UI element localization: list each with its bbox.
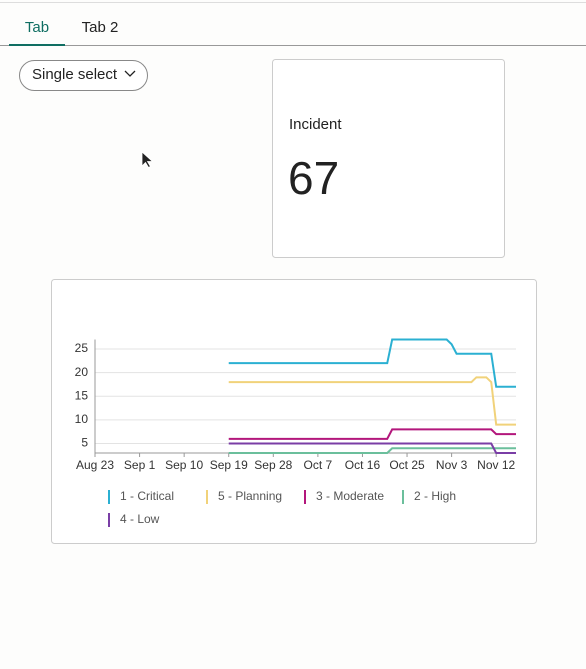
- x-tick-label: Oct 7: [304, 458, 333, 472]
- series-line: [228, 447, 516, 454]
- x-tick-label: Sep 28: [254, 458, 292, 472]
- chart-card: [51, 279, 537, 544]
- x-tick-label: Nov 12: [477, 458, 515, 472]
- select-box[interactable]: [19, 60, 148, 91]
- select-label[interactable]: Single select: [32, 66, 118, 83]
- kpi-value: 67: [288, 152, 339, 204]
- series-line: [228, 338, 516, 388]
- kpi-title: Incident: [289, 116, 342, 133]
- y-tick-label: 25: [75, 341, 89, 355]
- legend-label: 5 - Planning: [218, 489, 282, 503]
- x-tick-label: Sep 1: [124, 458, 156, 472]
- chart: 5 10 15 20 25 Aug 23 Sep 1 Sep 10 Sep 19 Sep 28 Oc…: [75, 338, 516, 527]
- y-tick-label: 10: [75, 412, 89, 426]
- x-tick-label: Oct 25: [389, 458, 425, 472]
- y-tick-label: 20: [75, 365, 89, 379]
- select-chevron: [124, 70, 136, 77]
- x-tick-label: Nov 3: [436, 458, 468, 472]
- legend-label: 1 - Critical: [120, 489, 174, 503]
- x-tick-label: Sep 10: [165, 458, 203, 472]
- cursor: [141, 151, 154, 169]
- x-tick-label: Oct 16: [345, 458, 381, 472]
- tab[interactable]: Tab 2: [82, 19, 119, 36]
- y-tick-label: 5: [81, 436, 88, 450]
- legend-label: 3 - Moderate: [316, 489, 384, 503]
- legend-label: 4 - Low: [120, 512, 160, 526]
- x-tick-label: Sep 19: [210, 458, 248, 472]
- legend-label: 2 - High: [414, 489, 456, 503]
- kpi-card: [272, 59, 505, 258]
- x-tick-label: Aug 23: [76, 458, 114, 472]
- y-tick-label: 15: [75, 388, 89, 402]
- series-line: [228, 376, 516, 426]
- series-line: [228, 442, 516, 454]
- tab[interactable]: Tab: [25, 19, 49, 36]
- series-line: [228, 428, 516, 440]
